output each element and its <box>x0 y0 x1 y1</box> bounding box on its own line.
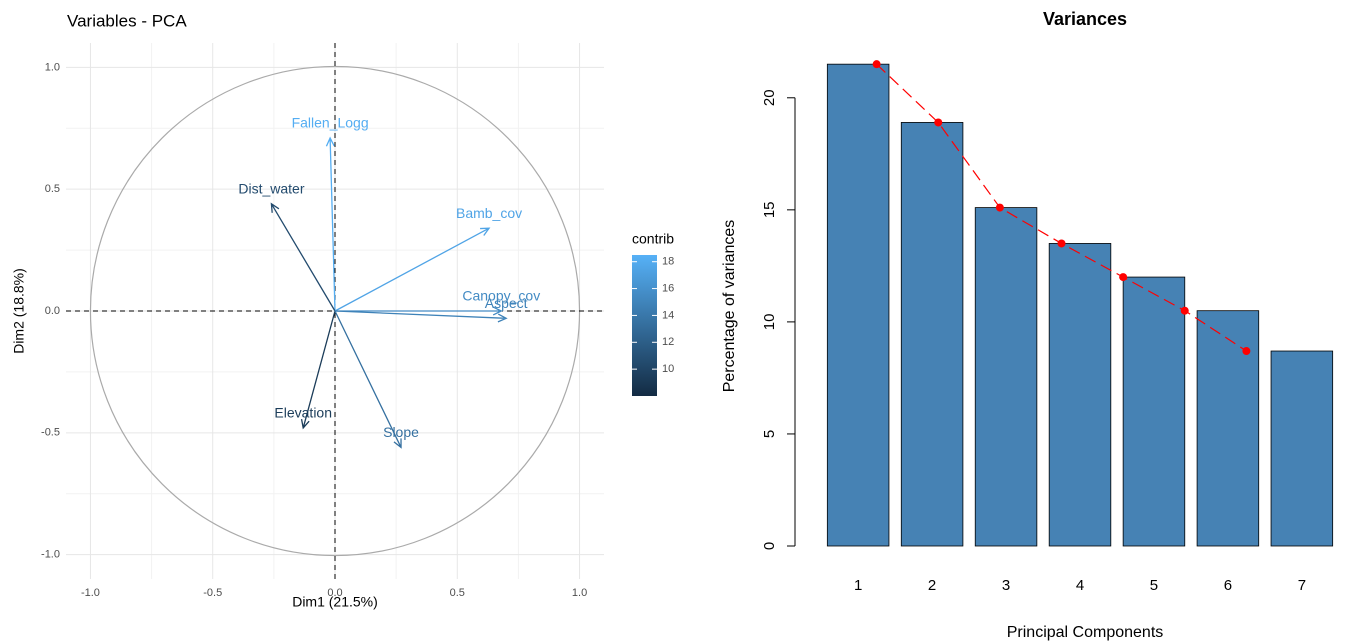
trend-point <box>1057 239 1066 248</box>
colorbar-label: 10 <box>662 363 674 375</box>
y-tick-label: 15 <box>761 201 778 218</box>
bar <box>1196 310 1260 547</box>
legend-title: contrib <box>632 231 674 247</box>
arrow-label: Fallen_Logg <box>292 115 369 131</box>
y-tick-label: 10 <box>761 314 778 331</box>
colorbar-label: 12 <box>662 336 674 348</box>
x-tick-label: 5 <box>1150 577 1158 594</box>
arrow <box>334 310 402 449</box>
arrow <box>325 136 336 312</box>
bar <box>1048 243 1112 547</box>
y-tick-label: 5 <box>761 430 778 438</box>
x-tick-label: 1 <box>854 577 862 594</box>
arrow-label: Elevation <box>274 405 332 421</box>
x-axis-label: Principal Components <box>1007 624 1164 641</box>
bar <box>826 63 890 547</box>
y-tick-label: 20 <box>761 89 778 106</box>
x-tick-label: 7 <box>1298 577 1306 594</box>
bar <box>1122 276 1186 547</box>
x-tick-label: 0.5 <box>450 587 465 599</box>
bar <box>900 122 964 547</box>
arrow-label: Canopy_cov <box>462 288 540 304</box>
colorbar-label: 18 <box>662 256 674 268</box>
arrow-label: Aspect <box>485 295 528 311</box>
trend-point <box>1119 273 1128 282</box>
x-tick-label: 3 <box>1002 577 1010 594</box>
x-tick-label: 1.0 <box>572 587 587 599</box>
x-tick-label: 4 <box>1076 577 1084 594</box>
x-tick-label: -0.5 <box>203 587 222 599</box>
trend-point <box>934 118 943 127</box>
trend-point <box>872 60 881 69</box>
x-tick-label: 2 <box>928 577 936 594</box>
arrow <box>334 227 491 312</box>
x-tick-label: 0.0 <box>327 587 342 599</box>
arrow-label: Bamb_cov <box>456 205 522 221</box>
x-axis-label: Dim1 (21.5%) <box>292 594 378 610</box>
colorbar-label: 14 <box>662 309 674 321</box>
trend-point <box>1242 347 1251 356</box>
trend-point <box>1180 306 1189 315</box>
y-axis-label: Dim2 (18.8%) <box>11 268 27 354</box>
pca-title: Variables - PCA <box>67 11 187 30</box>
y-tick-label: 1.0 <box>45 61 60 73</box>
y-tick-label: -1.0 <box>41 549 60 561</box>
arrow <box>334 310 508 323</box>
y-tick-label: -0.5 <box>41 427 60 439</box>
arrow-label: Dist_water <box>238 181 304 197</box>
y-tick-label: 0.5 <box>45 183 60 195</box>
scree-title: Variances <box>1043 9 1127 29</box>
trend-point <box>995 203 1004 212</box>
arrow <box>270 202 336 312</box>
bar <box>1270 350 1334 547</box>
arrow <box>335 306 503 316</box>
arrow <box>300 310 336 430</box>
bar <box>974 207 1038 547</box>
y-axis-label: Percentage of variances <box>721 220 738 393</box>
colorbar <box>632 255 657 396</box>
x-tick-label: 6 <box>1224 577 1232 594</box>
x-tick-label: -1.0 <box>81 587 100 599</box>
colorbar-label: 16 <box>662 282 674 294</box>
y-tick-label: 0 <box>761 542 778 550</box>
arrow-label: Slope <box>383 424 419 440</box>
y-tick-label: 0.0 <box>45 305 60 317</box>
